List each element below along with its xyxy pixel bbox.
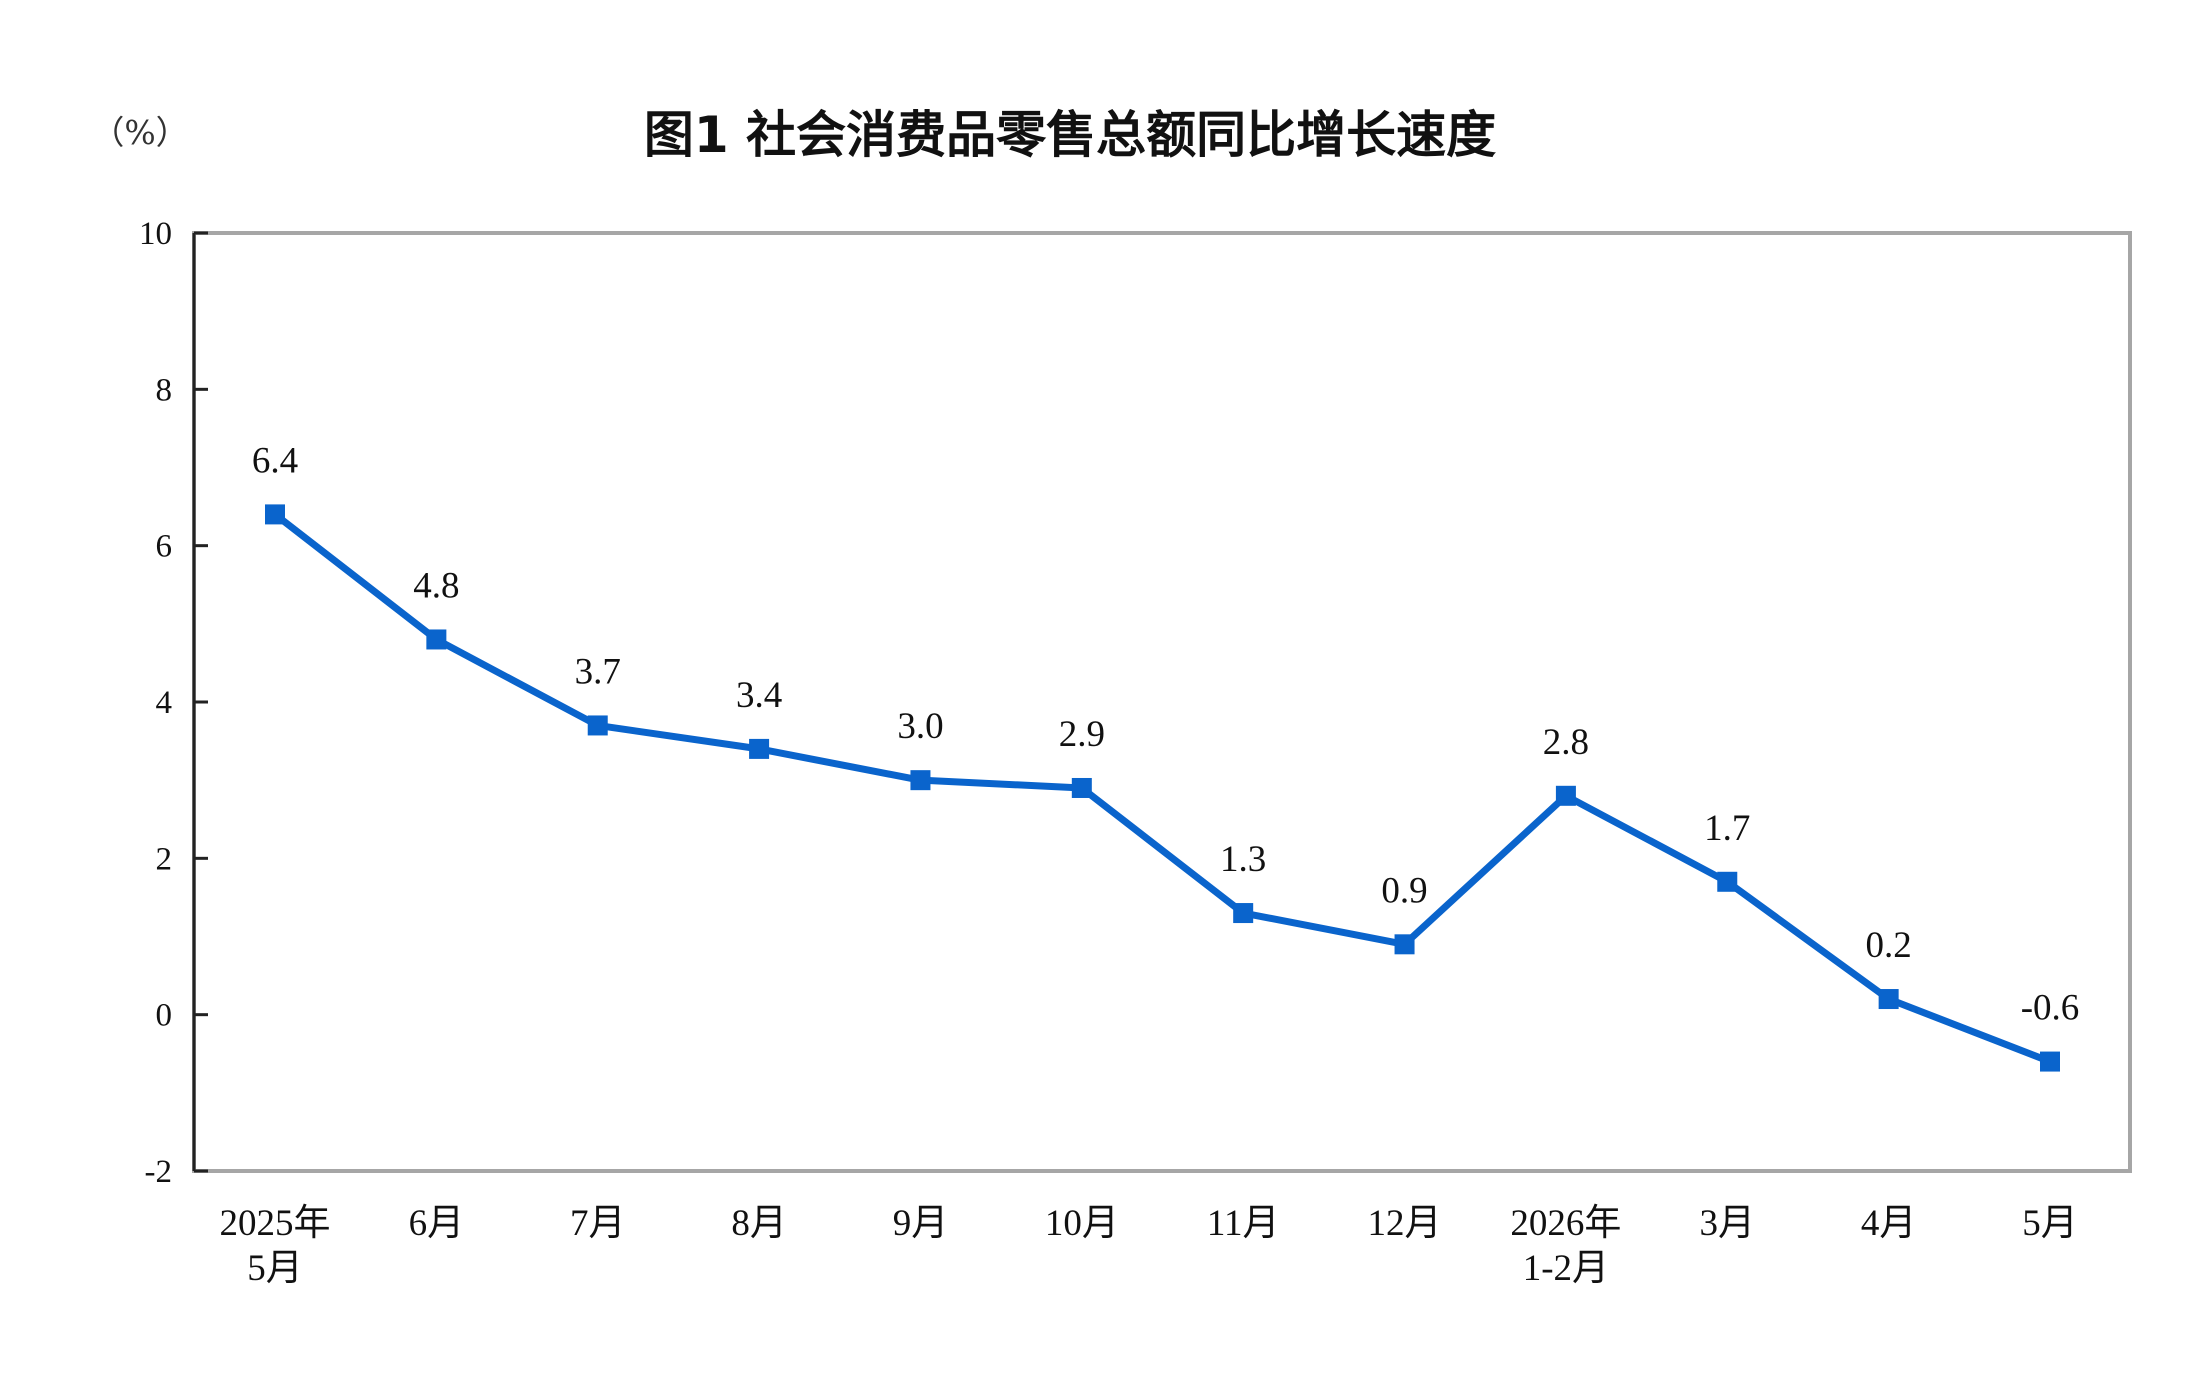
x-tick-label: 2025年 5月 — [220, 1202, 331, 1289]
data-label: 2.8 — [1543, 722, 1589, 763]
data-label: 3.0 — [897, 706, 943, 747]
data-label: 0.2 — [1866, 925, 1912, 966]
y-axis-unit-label: （%） — [91, 113, 188, 152]
x-axis: 2025年 5月 6月 7月 8月 9月 10月 11月 12月 2026年 1-2月 3月 4月 5月 — [220, 1202, 2078, 1289]
x-tick-label: 9月 — [893, 1203, 949, 1244]
data-point-marker — [1071, 777, 1092, 798]
series-line — [271, 510, 2054, 1066]
data-label: 1.3 — [1220, 839, 1266, 880]
x-tick-label: 4月 — [1861, 1203, 1917, 1244]
y-axis: 10 8 6 4 2 0 -2 — [139, 216, 208, 1190]
plot-frame — [192, 231, 2132, 1173]
series-layer: 6.4 4.8 3.7 3.4 3.0 2.9 1.3 0.9 2.8 1.7 0.2 -0.6 — [252, 440, 2080, 1072]
data-point-marker — [1717, 871, 1738, 892]
data-point-marker — [910, 770, 931, 791]
data-point-marker — [1233, 903, 1254, 924]
data-label: -0.6 — [2021, 988, 2080, 1029]
data-label: 6.4 — [252, 440, 298, 481]
x-tick-label: 12月 — [1368, 1203, 1442, 1244]
x-tick-label: 6月 — [409, 1203, 465, 1244]
data-point-marker — [749, 738, 770, 759]
data-label: 3.4 — [736, 675, 782, 716]
y-tick-label: 2 — [156, 841, 173, 877]
y-tick-label: -2 — [145, 1154, 173, 1190]
x-tick-label: 3月 — [1700, 1203, 1756, 1244]
data-point-marker — [1555, 785, 1576, 806]
data-label: 3.7 — [575, 651, 621, 692]
data-point-marker — [1878, 989, 1899, 1010]
data-point-marker — [426, 629, 447, 650]
x-tick-label: 10月 — [1045, 1203, 1119, 1244]
data-label: 0.9 — [1381, 870, 1427, 911]
data-label: 4.8 — [413, 565, 459, 606]
data-point-marker — [2040, 1051, 2060, 1072]
x-tick-label: 11月 — [1207, 1203, 1280, 1244]
x-tick-label: 5月 — [2022, 1203, 2078, 1244]
data-point-marker — [265, 504, 285, 525]
y-tick-label: 4 — [156, 685, 173, 721]
y-tick-label: 10 — [139, 216, 172, 252]
data-point-marker — [1394, 934, 1415, 955]
x-tick-label: 2026年 1-2月 — [1510, 1202, 1621, 1289]
y-tick-label: 8 — [156, 372, 173, 408]
data-label: 1.7 — [1704, 808, 1750, 849]
y-tick-label: 0 — [156, 998, 173, 1034]
data-label: 2.9 — [1059, 714, 1105, 755]
chart-title: 图1 社会消费品零售总额同比增长速度 — [644, 106, 1496, 164]
data-point-marker — [587, 715, 608, 736]
y-tick-label: 6 — [156, 529, 173, 565]
x-tick-label: 7月 — [570, 1203, 626, 1244]
x-tick-label: 8月 — [731, 1203, 787, 1244]
